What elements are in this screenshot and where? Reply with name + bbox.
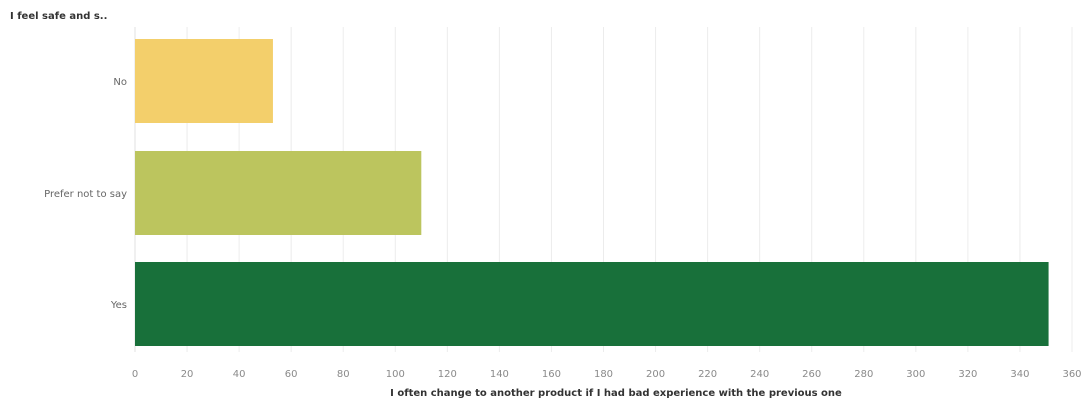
x-tick-label: 40 <box>233 369 246 380</box>
x-tick-label: 120 <box>438 369 457 380</box>
x-tick-label: 20 <box>181 369 194 380</box>
x-tick-label: 220 <box>698 369 717 380</box>
x-tick-label: 200 <box>646 369 665 380</box>
x-tick-label: 300 <box>906 369 925 380</box>
x-tick-labels: 0 20 40 60 80 100 120 140 160 180 200 220 240 260 280 3… <box>132 369 1082 380</box>
category-label: Yes <box>110 300 127 311</box>
x-tick-label: 360 <box>1062 369 1081 380</box>
x-tick-label: 160 <box>542 369 561 380</box>
x-tick-label: 60 <box>285 369 298 380</box>
x-tick-label: 100 <box>386 369 405 380</box>
x-tick-label: 140 <box>490 369 509 380</box>
category-label: Prefer not to say <box>44 189 127 200</box>
x-tick-label: 260 <box>802 369 821 380</box>
category-labels: No Prefer not to say Yes <box>44 77 127 311</box>
x-tick-label: 340 <box>1010 369 1029 380</box>
x-tick-label: 240 <box>750 369 769 380</box>
x-tick-label: 180 <box>594 369 613 380</box>
bar-prefer-not-to-say[interactable] <box>135 151 422 235</box>
x-tick-label: 80 <box>337 369 350 380</box>
bars <box>135 39 1049 346</box>
bar-no[interactable] <box>135 39 273 123</box>
x-tick-label: 280 <box>854 369 873 380</box>
category-label: No <box>113 77 127 88</box>
x-tick-label: 320 <box>958 369 977 380</box>
x-tick-label: 0 <box>132 369 138 380</box>
x-axis-title: I often change to another product if I h… <box>390 388 842 399</box>
bar-yes[interactable] <box>135 262 1049 346</box>
y-axis-title: I feel safe and s.. <box>10 11 107 22</box>
